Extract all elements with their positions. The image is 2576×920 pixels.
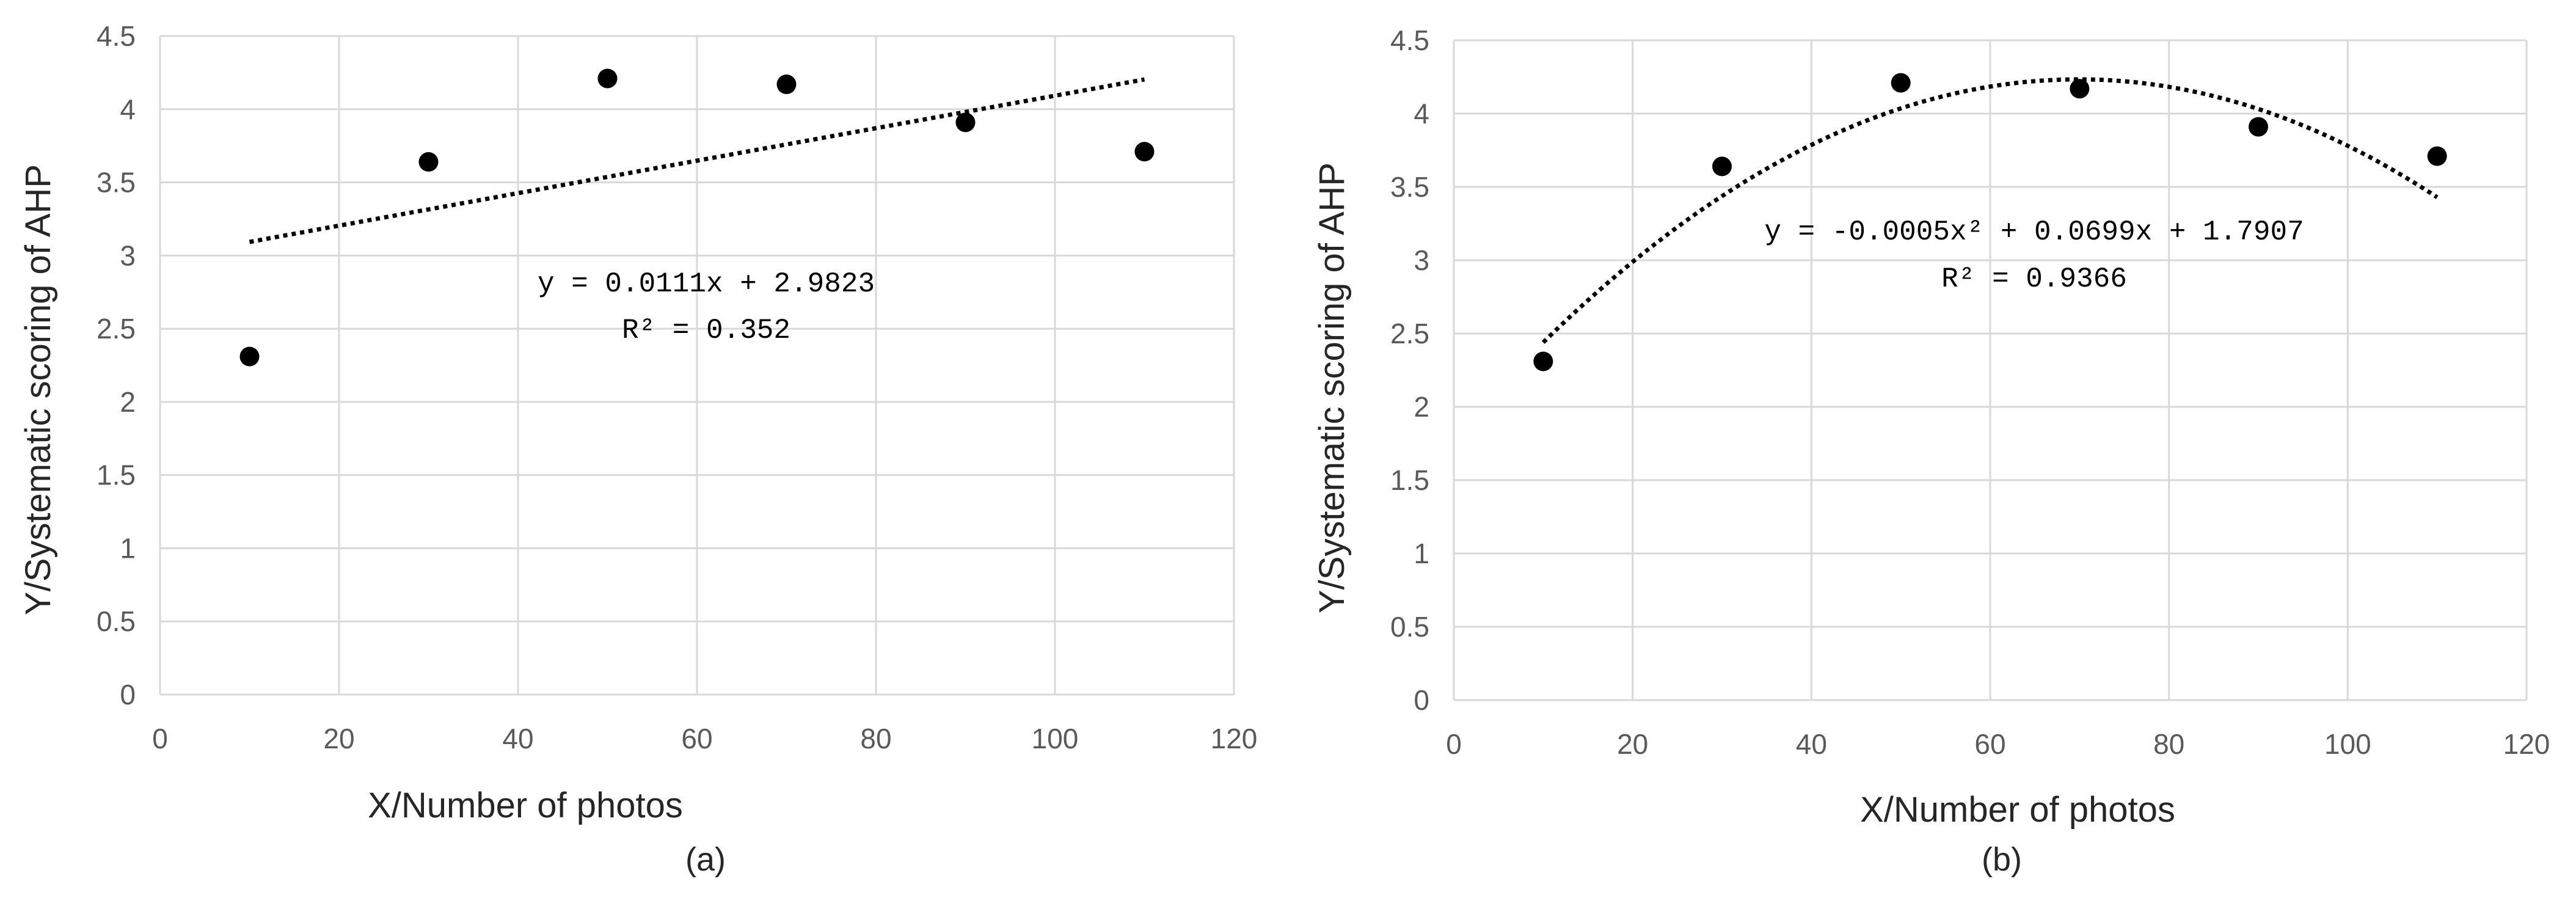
data-point [776, 75, 797, 95]
x-axis-title: X/Number of photos [368, 786, 683, 825]
trendline-group [249, 77, 1145, 244]
trendline-group [1541, 77, 2439, 345]
x-tick-label: 80 [860, 723, 891, 754]
y-tick-label: 0 [1414, 684, 1429, 716]
gridlines [159, 35, 1235, 696]
panel-caption: (b) [1982, 841, 2022, 878]
x-tick-label: 0 [152, 723, 168, 754]
y-axis-title: Y/Systematic scoring of AHP [1312, 162, 1352, 613]
y-tick-label: 1.5 [97, 459, 136, 491]
x-tick-label: 120 [2503, 728, 2550, 760]
y-tick-label: 3.5 [1390, 171, 1429, 203]
x-tick-label: 20 [323, 723, 354, 754]
data-point [2427, 146, 2447, 166]
x-tick-label: 100 [1032, 723, 1079, 754]
y-tick-labels: 0 0.5 1 1.5 2 2.5 3 3.5 4 4.5 [97, 20, 136, 710]
x-tick-labels: 0 20 40 60 80 100 120 [152, 723, 1257, 754]
data-point [239, 346, 260, 367]
data-point [2249, 117, 2268, 137]
x-tick-label: 100 [2324, 728, 2371, 760]
y-tick-label: 0.5 [1390, 611, 1429, 643]
trendline-equation: y = -0.0005x² + 0.0699x + 1.7907 [1764, 216, 2304, 248]
y-tick-labels: 0 0.5 1 1.5 2 2.5 3 3.5 4 4.5 [1390, 24, 1429, 716]
panel-a: 0 20 40 60 80 100 120 0 0.5 1 1.5 2 2.5 3 3.5 4 4.5 X/N… [18, 20, 1257, 878]
y-tick-label: 1.5 [1390, 464, 1429, 496]
y-tick-label: 0 [120, 679, 136, 710]
x-tick-label: 60 [681, 723, 712, 754]
panel-caption: (a) [685, 841, 726, 878]
x-tick-labels: 0 20 40 60 80 100 120 [1446, 728, 2550, 760]
y-tick-label: 3 [120, 239, 136, 271]
data-point [1533, 351, 1553, 371]
y-tick-label: 3.5 [97, 167, 136, 199]
y-tick-label: 2 [1414, 391, 1429, 423]
x-tick-label: 60 [1974, 728, 2005, 760]
trendline [1541, 77, 2439, 345]
gridlines [1453, 39, 2528, 701]
y-tick-label: 1 [120, 532, 136, 564]
y-tick-label: 4 [120, 93, 136, 125]
x-tick-label: 80 [2153, 728, 2184, 760]
y-tick-label: 2 [120, 386, 136, 418]
y-tick-label: 3 [1414, 244, 1429, 276]
x-tick-label: 0 [1446, 728, 1462, 760]
y-axis-title: Y/Systematic scoring of AHP [18, 164, 58, 615]
y-tick-label: 4 [1414, 98, 1429, 130]
y-tick-label: 4.5 [1390, 24, 1429, 56]
r-squared-label: R² = 0.352 [622, 315, 790, 346]
y-tick-label: 0.5 [97, 605, 136, 637]
panel-b: 0 20 40 60 80 100 120 0 0.5 1 1.5 2 2.5 3 3.5 4 4.5 X/N… [1312, 24, 2550, 878]
data-points [1533, 73, 2447, 371]
y-tick-label: 1 [1414, 538, 1429, 569]
x-tick-label: 40 [502, 723, 533, 754]
x-tick-label: 20 [1617, 728, 1648, 760]
data-point [2070, 79, 2090, 99]
data-point [1134, 142, 1155, 162]
y-tick-label: 2.5 [97, 313, 136, 345]
data-point [955, 112, 976, 133]
data-point [1891, 73, 1911, 93]
data-point [597, 68, 618, 89]
y-tick-label: 2.5 [1390, 318, 1429, 349]
data-point [418, 152, 439, 172]
x-tick-label: 40 [1796, 728, 1827, 760]
x-axis-title: X/Number of photos [1860, 790, 2175, 830]
x-tick-label: 120 [1211, 723, 1258, 754]
y-tick-label: 4.5 [97, 20, 136, 52]
trendline-equation: y = 0.0111x + 2.9823 [538, 268, 875, 300]
trendline [249, 77, 1145, 244]
data-point [1712, 156, 1732, 177]
r-squared-label: R² = 0.9366 [1941, 263, 2127, 295]
data-points [239, 68, 1155, 367]
